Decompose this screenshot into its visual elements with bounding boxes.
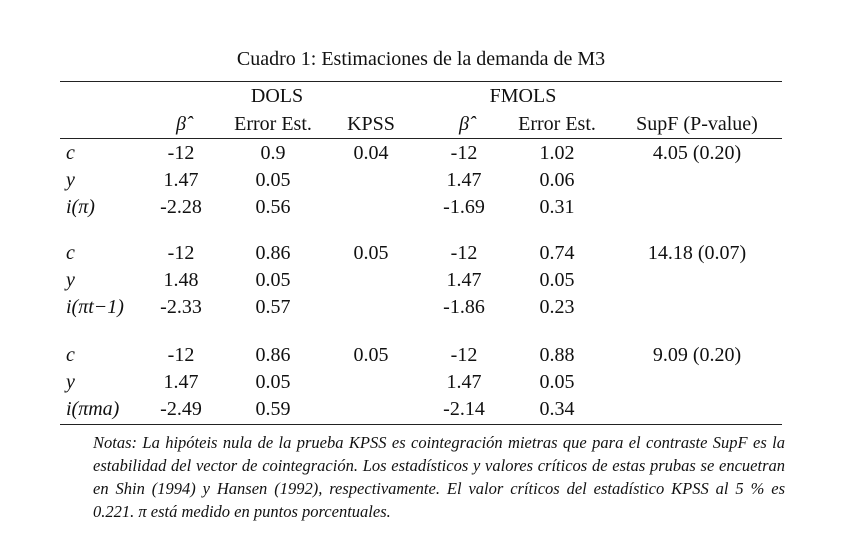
column-header: β̂	[459, 113, 469, 135]
column-header: β̂	[176, 113, 186, 135]
table-cell: -12	[450, 344, 478, 366]
table-cell: 0.9	[260, 142, 286, 164]
table-cell: 0.74	[539, 242, 575, 264]
table-cell: -12	[167, 242, 195, 264]
table-cell: -12	[450, 242, 478, 264]
table-cell: -1.86	[443, 296, 485, 318]
table-cell: -2.33	[160, 296, 202, 318]
table-cell: 1.02	[539, 142, 575, 164]
table-cell: 0.05	[255, 371, 291, 393]
table-cell: -12	[167, 142, 195, 164]
bottom-rule	[60, 424, 782, 425]
top-rule	[60, 81, 782, 82]
row-label: c	[66, 344, 75, 366]
group-header-dols: DOLS	[250, 85, 304, 107]
table-cell: 0.56	[255, 196, 291, 218]
table-cell: -1.69	[443, 196, 485, 218]
column-header: KPSS	[347, 113, 395, 135]
table-cell: 0.86	[255, 242, 291, 264]
table-cell: 4.05 (0.20)	[652, 142, 742, 164]
table-cell: 0.57	[255, 296, 291, 318]
row-label: i(πma)	[66, 398, 120, 420]
table-cell: 1.47	[163, 371, 199, 393]
column-header: Error Est.	[234, 113, 312, 135]
table-title: Cuadro 1: Estimaciones de la demanda de …	[236, 48, 606, 70]
row-label: c	[66, 242, 75, 264]
table-cell: 1.47	[163, 169, 199, 191]
table-cell: 1.47	[446, 269, 482, 291]
table-cell: 0.05	[539, 269, 575, 291]
table-cell: -12	[167, 344, 195, 366]
table-cell: 0.05	[539, 371, 575, 393]
table-cell: -2.14	[443, 398, 485, 420]
table-cell: 0.06	[539, 169, 575, 191]
table-cell: 0.88	[539, 344, 575, 366]
column-header: Error Est.	[518, 113, 596, 135]
table-cell: 1.47	[446, 371, 482, 393]
table-cell: 0.23	[539, 296, 575, 318]
row-label: y	[66, 169, 75, 191]
header-rule	[60, 138, 782, 139]
table-cell: 0.05	[255, 269, 291, 291]
table-cell: 1.48	[163, 269, 199, 291]
row-label: c	[66, 142, 75, 164]
table-notes: Notas: La hipóteis nula de la prueba KPS…	[93, 433, 785, 521]
row-label: i(πt−1)	[66, 296, 124, 318]
column-header: SupF (P-value)	[636, 113, 758, 135]
table-cell: 0.31	[539, 196, 575, 218]
table-cell: -2.28	[160, 196, 202, 218]
table-cell: 14.18 (0.07)	[647, 242, 747, 264]
table-cell: 1.47	[446, 169, 482, 191]
table-cell: 0.04	[353, 142, 389, 164]
table-cell: 0.86	[255, 344, 291, 366]
table-cell: 0.59	[255, 398, 291, 420]
table-cell: 0.05	[255, 169, 291, 191]
row-label: y	[66, 371, 75, 393]
table-cell: 9.09 (0.20)	[652, 344, 742, 366]
group-header-fmols: FMOLS	[489, 85, 557, 107]
row-label: i(π)	[66, 196, 95, 218]
table-cell: -2.49	[160, 398, 202, 420]
table-cell: -12	[450, 142, 478, 164]
row-label: y	[66, 269, 75, 291]
table-cell: 0.34	[539, 398, 575, 420]
table-cell: 0.05	[353, 344, 389, 366]
table-cell: 0.05	[353, 242, 389, 264]
